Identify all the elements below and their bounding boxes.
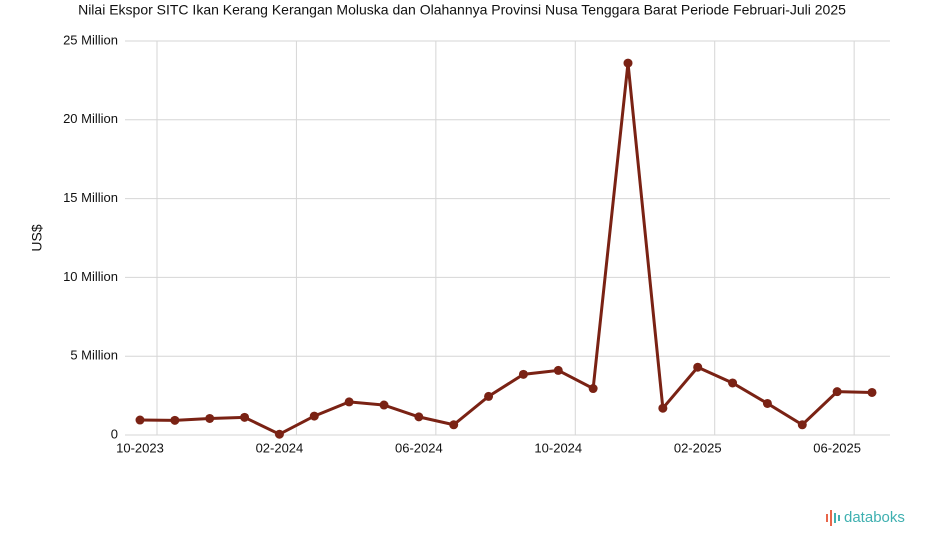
y-tick-label: 5 Million [70,348,118,363]
point [135,415,145,425]
x-tick-label: 06-2024 [395,440,443,455]
y-tick-label: 15 Million [63,190,118,205]
y-axis-label: US$ [29,224,45,251]
x-tick-label: 10-2024 [534,440,582,455]
point [728,378,738,388]
source-logo: databoks [844,509,905,526]
point [205,413,215,423]
logo: databoks [826,509,905,526]
point [309,411,319,421]
point [762,398,772,408]
point [274,429,284,439]
line [139,62,873,436]
point [518,369,528,379]
point [658,403,668,413]
point [170,415,180,425]
point [344,397,354,407]
point [379,400,389,410]
x-tick-label: 06-2025 [813,440,861,455]
point [484,391,494,401]
point [797,420,807,430]
point [588,384,598,394]
point [449,420,459,430]
point [623,58,633,68]
point [414,412,424,422]
point [832,387,842,397]
point [240,412,250,422]
point [553,365,563,375]
point [693,362,703,372]
x-tick-label: 02-2024 [256,440,304,455]
x-tick-label: 02-2025 [674,440,722,455]
y-tick-label: 25 Million [63,32,118,47]
y-tick-label: 10 Million [63,269,118,284]
y-tick-label: 0 [111,426,118,441]
x-tick-label: 10-2023 [116,440,164,455]
chart-title: Nilai Ekspor SITC Ikan Kerang Kerangan M… [78,2,846,18]
y-tick-label: 20 Million [63,111,118,126]
point [867,387,877,397]
